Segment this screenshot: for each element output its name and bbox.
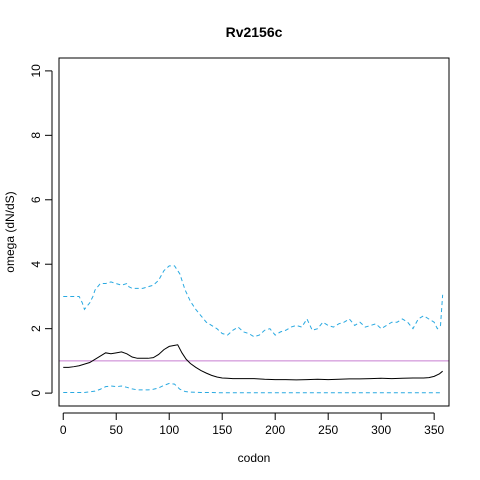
- y-axis-label: omega (dN/dS): [3, 191, 17, 272]
- y-tick-label: 8: [29, 132, 43, 139]
- x-tick-label: 50: [110, 423, 124, 437]
- x-tick-label: 150: [212, 423, 232, 437]
- y-tick-label: 10: [29, 64, 43, 78]
- axes-layer: 0 50 100 150 200 250 300 350 0 2 4 6 8 10: [29, 64, 444, 437]
- series-line-0: [63, 344, 443, 381]
- series-line-2: [63, 382, 443, 394]
- x-tick-label: 0: [60, 423, 67, 437]
- series-layer: [63, 265, 444, 394]
- y-tick-label: 0: [29, 389, 43, 396]
- series-line-1: [63, 265, 444, 338]
- chart-title: Rv2156c: [226, 24, 283, 40]
- x-tick-label: 250: [318, 423, 338, 437]
- x-tick-label: 350: [424, 423, 444, 437]
- x-tick-label: 300: [371, 423, 391, 437]
- plot-frame: [58, 57, 450, 407]
- y-tick-label: 4: [29, 261, 43, 268]
- y-tick-label: 2: [29, 325, 43, 332]
- x-axis-label: codon: [238, 451, 271, 465]
- x-tick-label: 200: [265, 423, 285, 437]
- x-tick-label: 100: [159, 423, 179, 437]
- y-tick-label: 6: [29, 196, 43, 203]
